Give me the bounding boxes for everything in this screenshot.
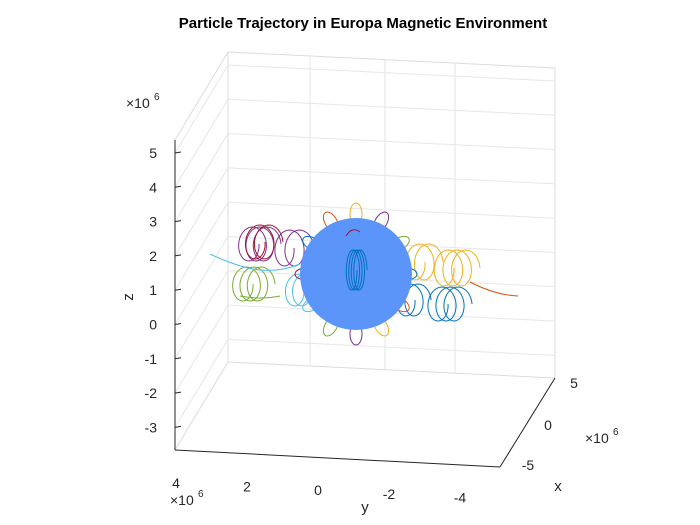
y-tick-label: -2 [383,486,396,502]
trajectory-path [396,283,432,317]
grid-line [174,201,229,291]
trajectory-path [209,253,301,271]
z-tick-mark [174,323,182,325]
x-axis-line [499,377,556,468]
grid-line [227,64,556,82]
grid-line [174,51,229,141]
trajectory-path [239,295,281,299]
y-axis-line [174,449,501,468]
z-tick-label: 5 [149,145,157,161]
grid-line [227,338,556,356]
trajectory-path [274,229,315,267]
z-tick-mark [174,425,182,428]
z-exponent: ×10 6 [126,92,160,111]
svg-text:×10: ×10 [585,430,609,446]
axes-grid [174,51,556,468]
grid-line [174,99,229,188]
grid-line [174,64,229,154]
z-tick-mark [174,391,182,394]
z-tick-mark [174,151,182,154]
x-axis-label: x [554,478,562,495]
z-tick-label: 0 [149,317,157,333]
z-tick-mark [174,185,182,188]
grid-line [174,304,229,394]
y-tick-label: 0 [314,482,322,498]
grid-line [227,167,556,185]
z-tick-label: 3 [149,214,157,230]
svg-text:×10: ×10 [170,492,194,508]
x-tick-label: -5 [522,457,535,473]
z-tick-mark [174,357,182,360]
z-axis-label: z [120,293,137,301]
z-tick-mark [174,254,182,257]
grid-line [174,236,229,325]
x-tick-label: 5 [570,375,578,391]
svg-text:6: 6 [198,489,204,500]
z-tick-label: 2 [149,248,157,264]
grid-line [227,201,556,219]
y-tick-label: 2 [243,479,251,495]
trajectory-path [427,286,473,322]
y-tick-label: 4 [172,475,180,491]
grid-line [227,361,556,379]
grid-line [227,51,556,69]
x-tick-label: 0 [544,417,552,433]
trajectory-path [469,281,519,297]
svg-text:6: 6 [154,92,160,103]
z-tick-mark [174,220,182,223]
svg-text:×10: ×10 [126,95,150,111]
grid-line [174,339,229,428]
trajectory-path [345,229,361,237]
y-tick-label: -4 [454,489,467,505]
z-tick-label: 1 [149,282,157,298]
grid-line [174,361,229,451]
z-tick-label: -2 [145,385,158,401]
z-tick-label: -3 [145,419,158,435]
trajectory-path [232,266,276,302]
trajectory-path [345,249,368,291]
europa-sphere [300,218,412,330]
x-exponent: ×10 6 [585,427,619,446]
tick-labels: 5 4 3 2 1 0 -1 -2 -3 4 2 0 -2 -4 5 0 -5 [145,145,579,505]
y-exponent: ×10 6 [170,489,204,508]
chart-title: Particle Trajectory in Europa Magnetic E… [179,15,547,32]
trajectory-path [238,226,282,262]
grid-line [174,133,229,222]
z-tick-label: -1 [145,351,158,367]
grid-line [227,133,556,151]
svg-text:6: 6 [613,427,619,438]
grid-line [174,167,229,257]
trajectory-path [244,224,284,260]
y-axis-label: y [361,499,369,516]
grid-line [174,270,229,360]
trajectories-front [345,229,368,291]
z-tick-label: 4 [149,179,157,195]
z-tick-mark [174,288,182,291]
grid-line [227,98,556,116]
